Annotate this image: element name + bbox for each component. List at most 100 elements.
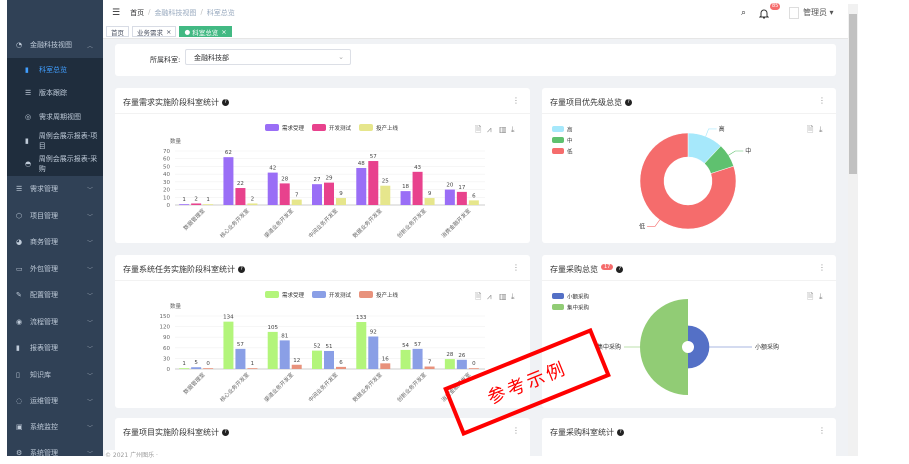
legend-swatch	[552, 293, 564, 299]
bar	[247, 203, 258, 205]
tag-item[interactable]: 业务需求 ×	[132, 26, 177, 37]
sidebar-item[interactable]: ▣ 系统监控 ﹀	[7, 416, 103, 438]
more-icon[interactable]: ⋮	[512, 426, 520, 435]
ops-icon: ◌	[16, 397, 23, 405]
sidebar-item[interactable]: ◓ 周例会展示报表-采购	[7, 153, 103, 175]
x-tick-label: 中间业务开发室	[307, 206, 340, 239]
data-label: 1	[206, 197, 210, 203]
user-menu[interactable]: 管理员 ▾	[803, 8, 834, 17]
bar	[191, 367, 202, 369]
help-icon[interactable]: ?	[238, 266, 245, 273]
y-tick-label: 30	[163, 180, 170, 186]
sidebar-item[interactable]: ▯ 知识库 ﹀	[7, 364, 103, 386]
chevron-down-icon: ﹀	[86, 372, 93, 380]
sidebar-item[interactable]: ◕ 商务管理 ﹀	[7, 231, 103, 253]
more-icon[interactable]: ⋮	[818, 263, 826, 272]
sidebar-item[interactable]: ✎ 配置管理 ﹀	[7, 284, 103, 306]
chevron-up-icon: ︿	[86, 42, 93, 50]
bar	[400, 349, 411, 369]
data-label: 6	[472, 193, 476, 199]
bar	[291, 199, 302, 205]
y-tick-label: 0	[167, 203, 171, 209]
data-label: 0	[472, 361, 476, 367]
breadcrumb: 首页 / 金融科技视图 / 科室总览	[130, 7, 235, 17]
bell-icon[interactable]	[759, 8, 769, 19]
sidebar-item-label: 系统管理	[30, 449, 58, 457]
chevron-down-icon: ⌄	[338, 53, 344, 61]
bar	[179, 368, 190, 369]
sidebar-item[interactable]: ▭ 外包管理 ﹀	[7, 258, 103, 280]
legend-swatch	[265, 291, 279, 298]
data-label: 18	[402, 184, 409, 190]
help-icon[interactable]: ?	[625, 99, 632, 106]
data-label: 27	[314, 177, 321, 183]
data-label: 43	[414, 165, 421, 171]
sidebar-item[interactable]: ⚙ 系统管理 ﹀	[7, 442, 103, 464]
x-tick-label: 核心业务开发室	[218, 206, 251, 239]
department-select[interactable]: 金融科技部 ⌄	[185, 49, 351, 65]
cycle-icon: ◎	[25, 113, 32, 121]
data-label: 16	[382, 356, 389, 362]
bar-chart-icon: ▮	[25, 66, 29, 74]
sidebar-item-label: 版本跟踪	[39, 89, 67, 97]
sidebar-item-label: 需求周期视图	[39, 113, 81, 121]
sidebar-item[interactable]: ▮ 科室总览	[7, 59, 103, 81]
bar	[368, 336, 379, 369]
avatar[interactable]	[789, 7, 799, 19]
y-axis-label: 数量	[170, 302, 182, 310]
help-icon[interactable]: ?	[617, 429, 624, 436]
sidebar-item[interactable]: ◌ 运维管理 ﹀	[7, 390, 103, 412]
more-icon[interactable]: ⋮	[818, 96, 826, 105]
label-line	[728, 150, 744, 156]
x-tick-label: 消费金融开发室	[439, 206, 472, 239]
data-label: 105	[267, 325, 278, 331]
data-label: 81	[281, 333, 288, 339]
x-tick-label: 渠道业务开发室	[262, 206, 295, 239]
breadcrumb-item[interactable]: 金融科技视图	[154, 8, 197, 17]
bar	[235, 188, 246, 205]
help-icon[interactable]: ?	[616, 266, 624, 273]
legend-label: 小额采购	[567, 293, 590, 301]
data-label: 7	[428, 360, 432, 366]
navbar: ☰ 首页 / 金融科技视图 / 科室总览 ⌕ 85 管理员 ▾	[103, 0, 848, 25]
sidebar-item-label: 配置管理	[30, 291, 58, 299]
bar	[336, 366, 346, 369]
dashboard-icon: ◔	[16, 41, 23, 49]
tag-item[interactable]: 首页	[106, 26, 129, 37]
bar-chart-icon: ▮	[16, 344, 20, 352]
sidebar-item[interactable]: ◔ 金融科技视图 ︿	[7, 34, 103, 56]
data-label: 25	[382, 179, 389, 185]
chevron-down-icon: ﹀	[86, 398, 93, 406]
sidebar-item-label: 金融科技视图	[30, 41, 72, 49]
sidebar-item-label: 需求管理	[30, 185, 58, 193]
sidebar-item[interactable]: ▮ 周例会展示报表-项目	[7, 130, 103, 152]
legend-label: 开发测试	[329, 291, 352, 299]
slice-label: 高	[719, 125, 725, 133]
help-icon[interactable]: ?	[222, 429, 229, 436]
breadcrumb-home[interactable]: 首页	[130, 8, 145, 17]
sidebar-item[interactable]: ⬡ 项目管理 ﹀	[7, 205, 103, 227]
more-icon[interactable]: ⋮	[512, 263, 520, 272]
bar	[336, 198, 346, 205]
help-icon[interactable]: ?	[222, 99, 229, 106]
x-tick-label: 数据管理室	[181, 370, 206, 395]
download-icon: ⤓	[819, 125, 823, 134]
close-icon[interactable]: ×	[221, 27, 227, 36]
more-icon[interactable]: ⋮	[818, 426, 826, 435]
project-icon: ⬡	[16, 212, 23, 220]
search-icon[interactable]: ⌕	[741, 7, 747, 18]
data-label: 22	[237, 181, 244, 187]
sidebar-item[interactable]: ◉ 流程管理 ﹀	[7, 311, 103, 333]
bar	[312, 184, 322, 205]
data-label: 54	[402, 343, 409, 349]
sidebar-item[interactable]: ◎ 需求周期视图	[7, 106, 103, 128]
sidebar-item[interactable]: ▮ 报表管理 ﹀	[7, 337, 103, 359]
sidebar-item[interactable]: ☰ 需求管理 ﹀	[7, 178, 103, 200]
hamburger-icon[interactable]: ☰	[112, 7, 121, 18]
scrollbar-thumb[interactable]	[849, 14, 857, 174]
scrollbar[interactable]	[848, 4, 858, 456]
sidebar-item[interactable]: ☰ 版本跟踪	[7, 82, 103, 104]
more-icon[interactable]: ⋮	[512, 96, 520, 105]
close-icon[interactable]: ×	[166, 27, 172, 36]
tag-item[interactable]: ● 科室总览 ×	[179, 26, 232, 37]
